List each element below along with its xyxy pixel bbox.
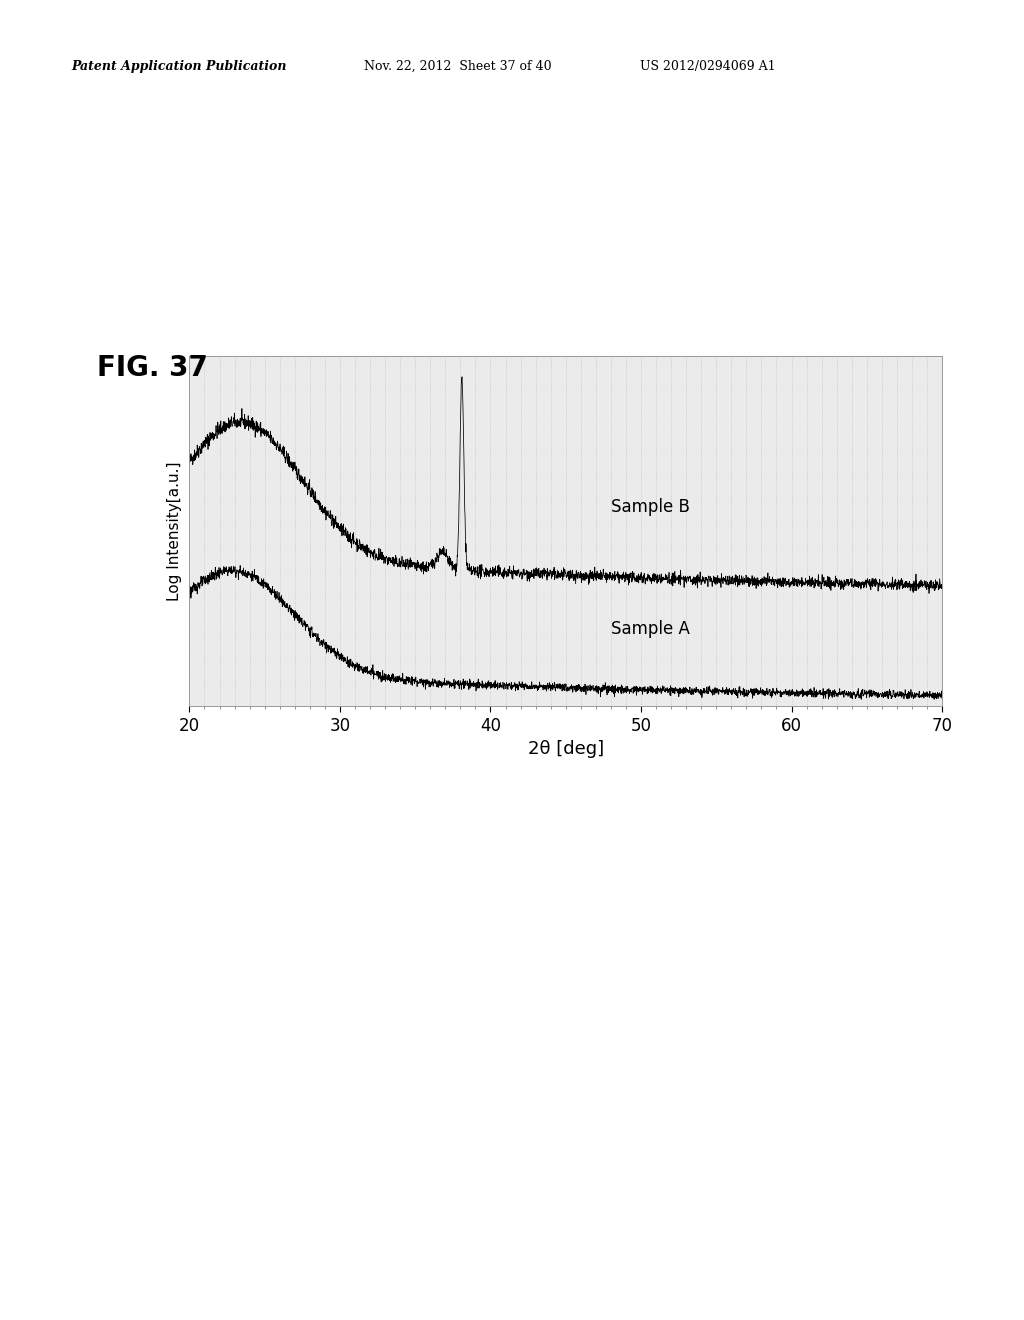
Text: Sample B: Sample B	[611, 498, 690, 516]
X-axis label: 2θ [deg]: 2θ [deg]	[527, 741, 604, 758]
Text: Nov. 22, 2012  Sheet 37 of 40: Nov. 22, 2012 Sheet 37 of 40	[364, 59, 551, 73]
Text: Sample A: Sample A	[611, 620, 690, 639]
Text: US 2012/0294069 A1: US 2012/0294069 A1	[640, 59, 775, 73]
Text: FIG. 37: FIG. 37	[97, 354, 208, 383]
Y-axis label: Log Intensity[a.u.]: Log Intensity[a.u.]	[168, 462, 182, 601]
Text: Patent Application Publication: Patent Application Publication	[72, 59, 287, 73]
